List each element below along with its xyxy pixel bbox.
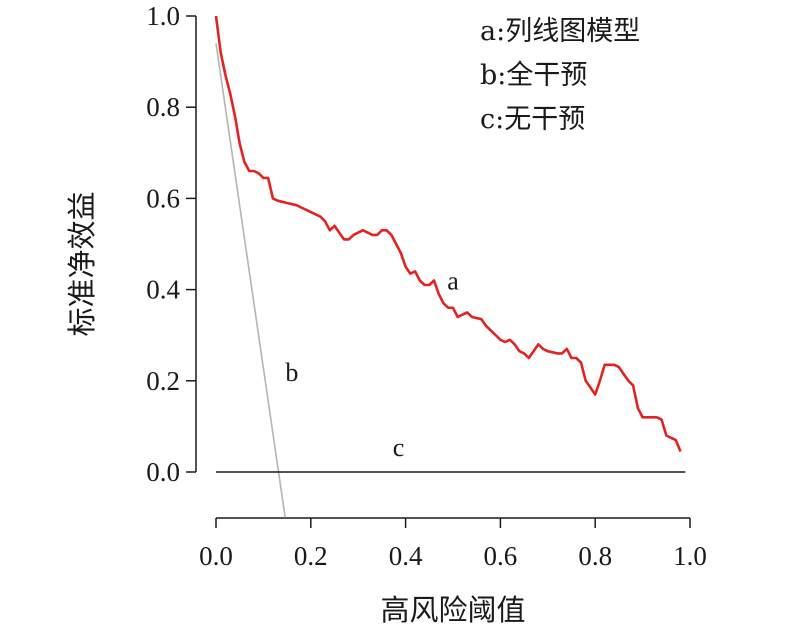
x-axis-title: 高风险阈值 <box>380 593 525 627</box>
legend: a:列线图模型 b:全干预 c:无干预 <box>480 16 640 135</box>
x-tick-label: 0.8 <box>578 541 612 571</box>
series-layer <box>214 15 686 518</box>
x-tick-label: 0.4 <box>389 541 423 571</box>
legend-entry-b: b:全干预 <box>480 60 587 91</box>
series-line-b <box>215 43 286 518</box>
x-tick-label: 1.0 <box>673 541 707 571</box>
legend-entry-a: a:列线图模型 <box>480 16 640 47</box>
y-tick-label: 0.6 <box>146 183 180 213</box>
y-tick-label: 0.0 <box>146 457 180 487</box>
x-tick-group: 0.0 0.2 0.4 0.6 0.8 1.0 <box>199 518 707 571</box>
y-tick-label: 0.2 <box>146 366 180 396</box>
curve-label-b: b <box>285 358 298 387</box>
curve-label-c: c <box>393 433 405 462</box>
legend-entry-c: c:无干预 <box>480 104 585 135</box>
x-axis: 0.0 0.2 0.4 0.6 0.8 1.0 <box>199 517 707 571</box>
x-tick-label: 0.0 <box>199 541 233 571</box>
curve-label-a: a <box>447 267 459 296</box>
x-tick-label: 0.6 <box>484 541 518 571</box>
y-axis-title: 标准净效益 <box>65 191 99 336</box>
y-tick-label: 0.4 <box>146 275 180 305</box>
x-tick-label: 0.2 <box>294 541 328 571</box>
y-tick-label: 1.0 <box>146 1 180 31</box>
y-axis: 0.0 0.2 0.4 0.6 0.8 1.0 <box>146 1 197 487</box>
y-tick-label: 0.8 <box>146 92 180 122</box>
curve-label-layer: a b c <box>285 267 459 462</box>
y-tick-group: 0.0 0.2 0.4 0.6 0.8 1.0 <box>146 1 196 487</box>
series-line-a <box>214 15 682 452</box>
